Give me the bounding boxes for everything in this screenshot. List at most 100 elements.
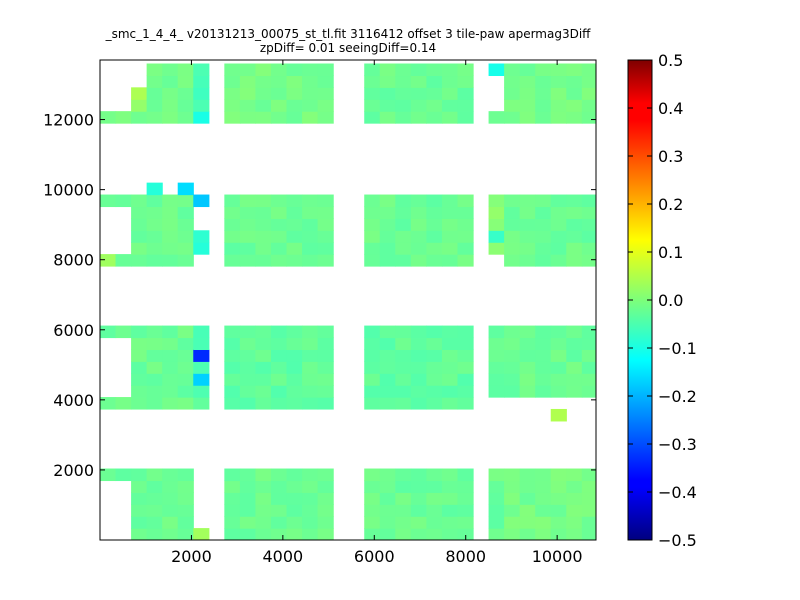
heatmap-cell [581,373,596,386]
heatmap-cell [270,75,288,88]
heatmap-cell [426,194,443,208]
heatmap-cell [395,349,412,362]
heatmap-cell [255,492,272,505]
heatmap-cell [566,242,583,255]
heatmap-cell [162,63,179,77]
heatmap-cell [302,397,319,410]
heatmap-cell [395,528,412,540]
heatmap-cell [100,194,117,208]
heatmap-cell [457,516,474,529]
heatmap-cell [302,492,319,505]
heatmap-cell [302,337,319,350]
heatmap-cell [410,528,427,540]
heatmap-cell [317,111,334,124]
heatmap-cell [550,408,567,422]
heatmap-cell [441,385,459,398]
heatmap-cell [441,349,459,362]
heatmap-cell [488,111,505,124]
heatmap-cell [131,230,148,243]
heatmap-cell [286,230,303,243]
heatmap-cell [581,349,596,362]
heatmap-cell [146,111,163,124]
y-tick-label: 12000 [43,111,94,130]
heatmap-cell [162,361,179,374]
heatmap-cell [519,480,536,493]
heatmap-cell [488,516,505,529]
heatmap-cell [224,349,241,362]
heatmap-cell [131,194,148,208]
heatmap-cell [519,87,536,100]
heatmap-cell [224,242,241,255]
heatmap-cell [566,468,583,482]
heatmap-cell [519,349,536,362]
heatmap-cell [270,242,288,255]
heatmap-cell [317,325,334,339]
y-tick-label: 6000 [53,321,94,340]
heatmap-cell [426,218,443,231]
heatmap-cell [395,397,412,410]
heatmap-cell [426,63,443,77]
heatmap-cell [441,87,459,100]
heatmap-cell [441,218,459,231]
heatmap-cell [177,75,194,88]
heatmap-cell [270,337,288,350]
heatmap-cell [441,325,459,339]
heatmap-cell [535,516,552,529]
heatmap-cell [317,242,334,255]
heatmap-cell [488,528,505,540]
heatmap-cell [224,194,241,208]
heatmap-cell [364,230,381,243]
heatmap-cell [286,385,303,398]
heatmap-cells [100,63,596,540]
heatmap-cell [224,385,241,398]
heatmap-cell [395,361,412,374]
heatmap-cell [302,99,319,112]
heatmap-cell [193,325,210,339]
heatmap-plot-area: 2000 4000 6000 8000 10000 2000 4000 6000 8000 10… [43,59,597,566]
heatmap-cell [193,63,210,77]
heatmap-cell [504,206,521,219]
heatmap-cell [115,254,132,267]
heatmap-cell [581,230,596,243]
heatmap-cell [364,504,381,517]
colorbar-tick-label: 0.5 [658,51,683,70]
heatmap-cell [317,218,334,231]
heatmap-cell [410,75,427,88]
heatmap-cell [504,361,521,374]
heatmap-cell [239,468,257,482]
heatmap-cell [162,218,179,231]
y-axis: 2000 4000 6000 8000 10000 12000 [43,111,596,480]
heatmap-cell [410,218,427,231]
heatmap-cell [410,325,427,339]
heatmap-cell [286,99,303,112]
heatmap-cell [224,361,241,374]
heatmap-cell [317,480,334,493]
heatmap-cell [302,218,319,231]
chart-title-line-1: _smc_1_4_4_ v20131213_00075_st_tl.fit 31… [105,27,592,41]
heatmap-cell [162,385,179,398]
heatmap-cell [581,492,596,505]
heatmap-cell [395,75,412,88]
heatmap-cell [457,87,474,100]
heatmap-cell [441,63,459,77]
heatmap-cell [317,504,334,517]
heatmap-cell [115,397,132,410]
heatmap-cell [302,516,319,529]
heatmap-cell [302,349,319,362]
heatmap-cell [317,254,334,267]
heatmap-cell [519,242,536,255]
heatmap-cell [441,230,459,243]
heatmap-cell [441,254,459,267]
heatmap-cell [317,385,334,398]
heatmap-cell [410,361,427,374]
plot-frame [99,59,597,541]
heatmap-cell [457,194,474,208]
heatmap-cell [519,230,536,243]
heatmap-cell [426,373,443,386]
heatmap-cell [239,397,257,410]
heatmap-cell [177,254,194,267]
heatmap-cell [395,242,412,255]
heatmap-cell [488,349,505,362]
heatmap-cell [146,242,163,255]
heatmap-cell [457,349,474,362]
